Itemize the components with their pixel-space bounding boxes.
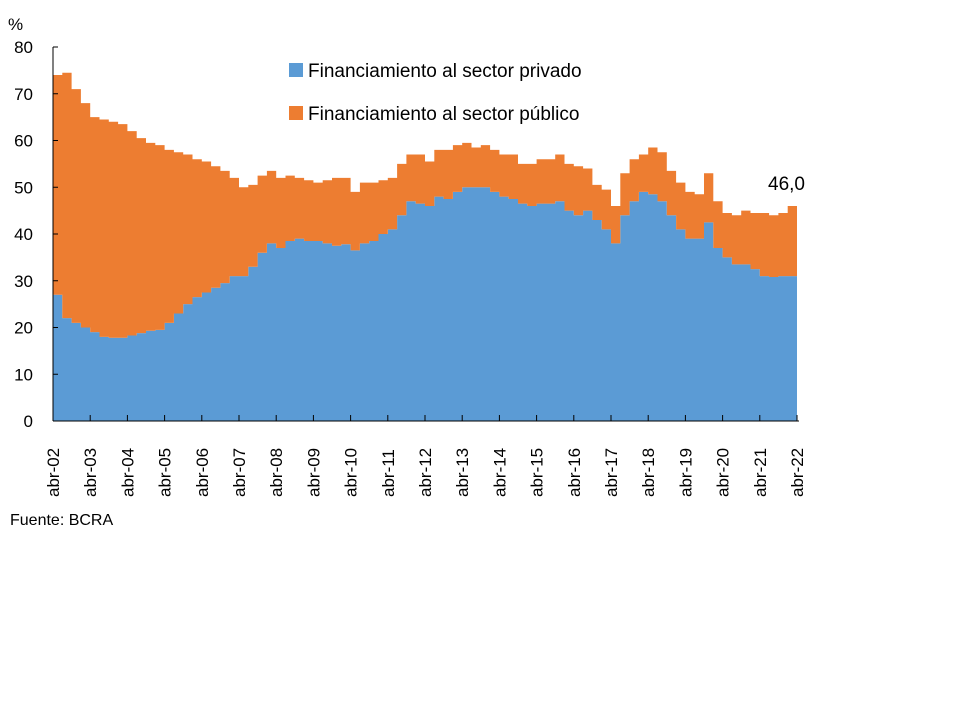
- y-axis-unit-label: %: [8, 15, 23, 34]
- x-tick-label: abr-18: [639, 448, 658, 497]
- y-tick-label: 50: [14, 178, 33, 197]
- x-tick-label: abr-10: [342, 448, 361, 497]
- y-tick-label: 0: [24, 412, 33, 431]
- legend-swatch-public: [289, 106, 303, 120]
- y-tick-label: 60: [14, 132, 33, 151]
- y-tick-label: 30: [14, 272, 33, 291]
- y-tick-label: 70: [14, 85, 33, 104]
- x-tick-label: abr-16: [565, 448, 584, 497]
- legend: Financiamiento al sector privado Financi…: [289, 61, 582, 125]
- y-tick-label: 80: [14, 38, 33, 57]
- x-tick-label: abr-03: [81, 448, 100, 497]
- x-tick-label: abr-06: [193, 448, 212, 497]
- x-tick-label: abr-11: [379, 449, 398, 497]
- x-tick-label: abr-13: [453, 448, 472, 497]
- x-tick-label: abr-02: [44, 448, 63, 497]
- last-value-annotation: 46,0: [768, 174, 805, 195]
- x-tick-label: abr-21: [751, 448, 770, 497]
- x-tick-label: abr-17: [602, 448, 621, 497]
- y-tick-label: 40: [14, 225, 33, 244]
- area-series-public: [53, 72, 797, 338]
- x-tick-label: abr-09: [304, 448, 323, 497]
- legend-label-public: Financiamiento al sector público: [308, 104, 579, 125]
- x-tick-label: abr-07: [230, 448, 249, 497]
- x-tick-label: abr-22: [788, 448, 807, 497]
- x-tick-label: abr-14: [490, 448, 509, 497]
- x-tick-label: abr-20: [714, 448, 733, 497]
- x-tick-label: abr-04: [118, 448, 137, 497]
- x-tick-label: abr-19: [676, 448, 695, 497]
- x-tick-label: abr-05: [156, 448, 175, 497]
- legend-label-private: Financiamiento al sector privado: [308, 61, 582, 82]
- x-tick-label: abr-12: [416, 448, 435, 497]
- source-note: Fuente: BCRA: [10, 512, 114, 529]
- x-tick-label: abr-08: [267, 448, 286, 497]
- x-tick-label: abr-15: [528, 448, 547, 497]
- y-tick-label: 20: [14, 319, 33, 338]
- area-series-private: [53, 187, 797, 421]
- legend-swatch-private: [289, 63, 303, 77]
- y-tick-label: 10: [14, 365, 33, 384]
